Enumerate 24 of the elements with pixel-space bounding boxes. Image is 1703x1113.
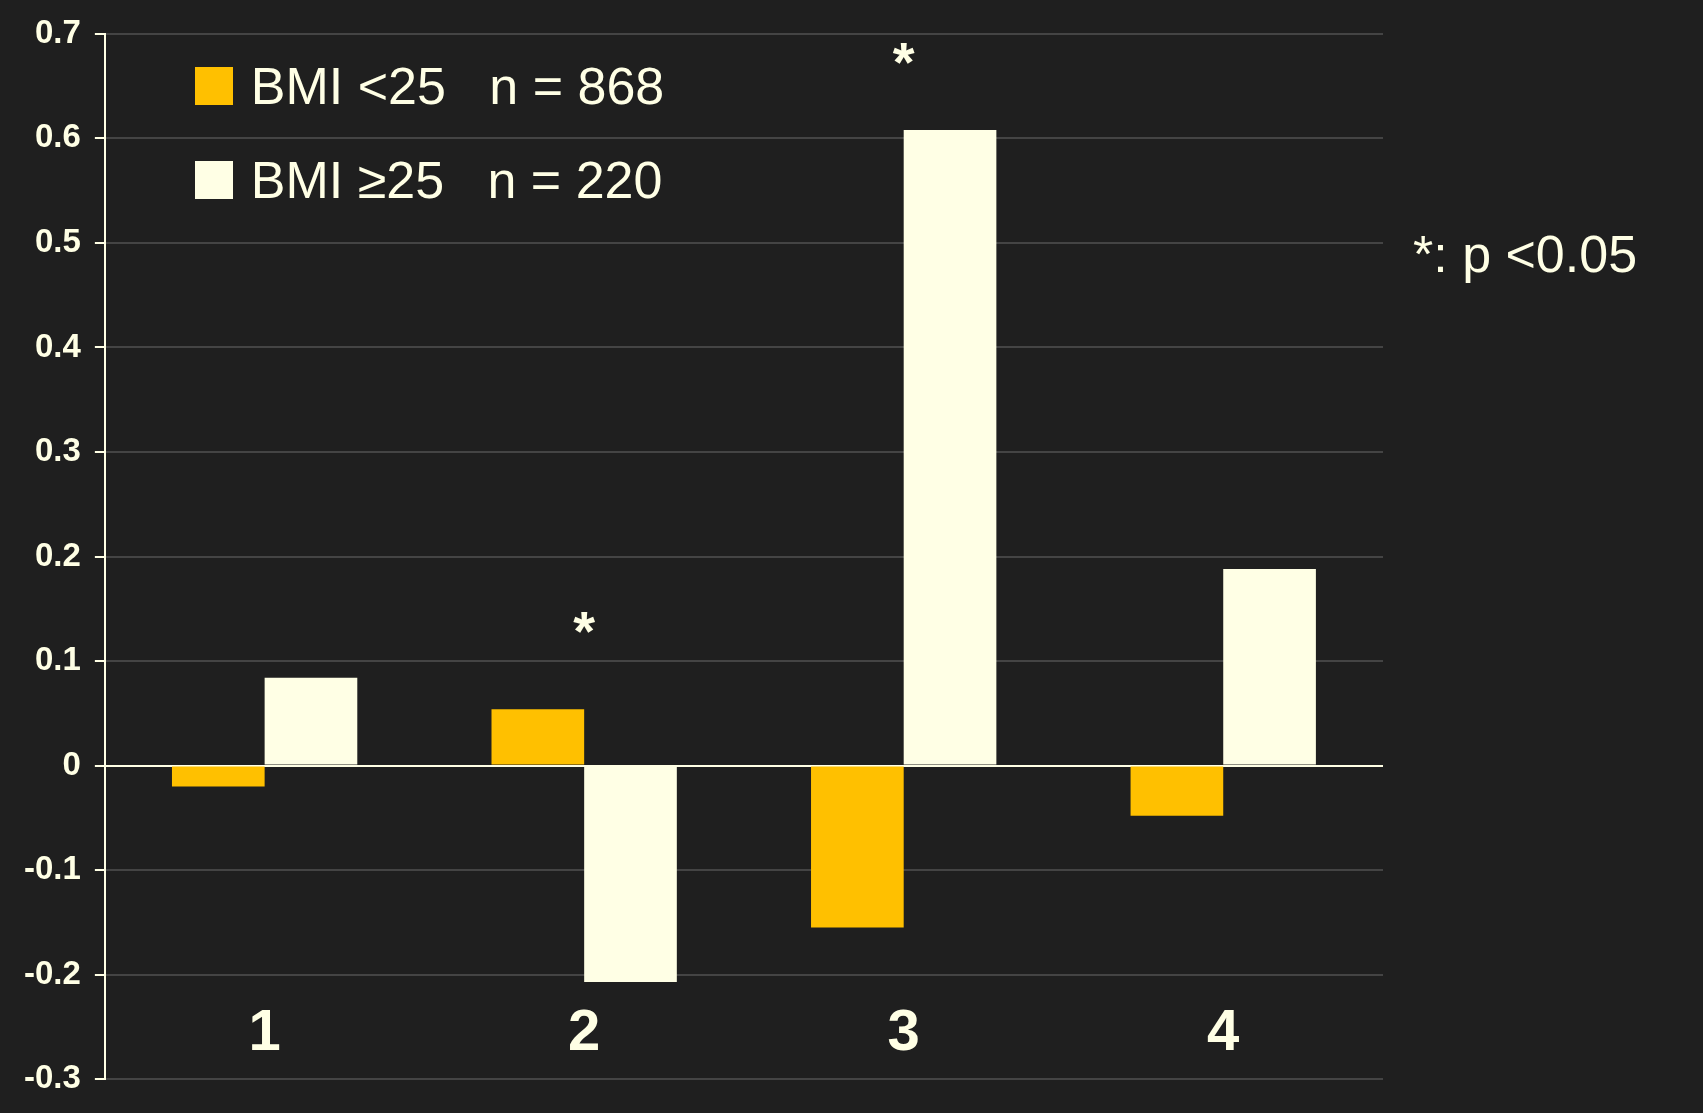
y-tick-label: -0.1 <box>23 849 81 887</box>
bar <box>171 766 265 787</box>
y-tick-label: 0.5 <box>34 221 81 259</box>
annotation: * <box>892 29 915 93</box>
y-tick-label: 0.3 <box>34 431 81 469</box>
annotation: * <box>573 599 596 663</box>
y-tick-label: -0.3 <box>23 1058 81 1096</box>
x-tick-label: 3 <box>887 997 920 1062</box>
bar <box>811 766 904 928</box>
legend-label: BMI <25 n = 868 <box>250 55 665 116</box>
x-tick-label: 2 <box>568 997 601 1062</box>
text: *: p <0.05 <box>1413 223 1638 284</box>
y-tick-label: 0.2 <box>34 535 81 573</box>
y-tick-label: -0.2 <box>23 953 81 991</box>
legend-label: BMI ≥25 n = 220 <box>250 149 663 210</box>
y-tick-label: 0.1 <box>34 640 81 678</box>
y-tick-label: 0.4 <box>34 326 82 364</box>
bar <box>491 709 585 765</box>
y-tick-label: 0 <box>62 744 81 782</box>
y-tick-label: 0.6 <box>34 117 81 155</box>
y-tick-label: 0.7 <box>34 12 81 50</box>
x-tick-label: 4 <box>1207 997 1240 1062</box>
bar <box>1130 766 1224 816</box>
x-tick-label: 1 <box>248 997 281 1062</box>
